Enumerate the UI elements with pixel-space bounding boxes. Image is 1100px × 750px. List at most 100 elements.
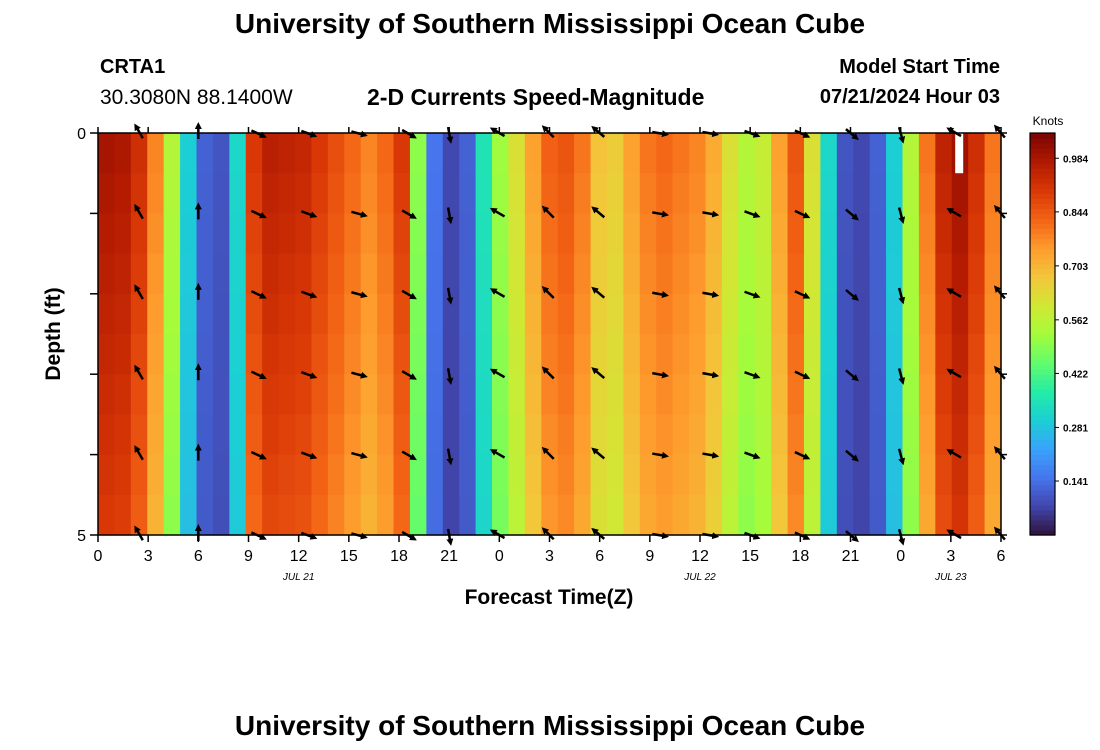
heatmap-cell xyxy=(803,334,821,375)
colorbar-segment xyxy=(1030,173,1055,179)
heatmap-cell xyxy=(475,173,493,214)
heatmap-cell xyxy=(935,253,953,295)
heatmap-cell xyxy=(968,494,986,536)
colorbar-segment xyxy=(1030,268,1055,275)
heatmap-cell xyxy=(262,374,280,415)
heatmap-cell xyxy=(442,374,460,415)
current-vector-arrow xyxy=(744,451,761,460)
heatmap-cell xyxy=(968,374,986,415)
heatmap-cell xyxy=(705,334,723,375)
current-vector-arrow xyxy=(250,209,267,219)
heatmap-cell xyxy=(212,213,230,255)
heatmap-cell xyxy=(656,494,674,536)
heatmap-cell xyxy=(902,334,920,375)
heatmap-cell xyxy=(984,133,1002,174)
heatmap-cell xyxy=(689,494,707,536)
colorbar-segment xyxy=(1030,293,1055,300)
colorbar-segment xyxy=(1030,323,1055,330)
heatmap-cell xyxy=(672,253,690,295)
heatmap-cell xyxy=(836,213,854,255)
model-start-value: 07/21/2024 Hour 03 xyxy=(819,86,1000,108)
heatmap-cell xyxy=(163,494,181,536)
heatmap-cell xyxy=(853,293,871,335)
heatmap-cell xyxy=(803,173,821,214)
current-vector-arrow xyxy=(897,448,906,466)
colorbar-segment xyxy=(1030,223,1055,230)
heatmap-cell xyxy=(869,293,887,335)
current-vector-arrow xyxy=(250,450,267,460)
heatmap-cell xyxy=(459,213,477,255)
colorbar-segment xyxy=(1030,198,1055,204)
heatmap-cell xyxy=(475,253,493,295)
heatmap-cell xyxy=(245,173,263,214)
heatmap-cell xyxy=(557,454,575,496)
colorbar-segment xyxy=(1030,133,1055,139)
colorbar-segment xyxy=(1030,303,1055,310)
heatmap-cell xyxy=(524,494,542,536)
heatmap-cell xyxy=(163,414,181,456)
current-vector-arrow xyxy=(591,447,606,460)
heatmap-cell xyxy=(968,213,986,255)
heatmap-cell xyxy=(689,374,707,415)
heatmap-cell xyxy=(738,253,756,295)
heatmap-cell xyxy=(984,454,1002,496)
heatmap-cell xyxy=(130,213,148,255)
heatmap-cell xyxy=(295,454,313,496)
heatmap-cell xyxy=(935,494,953,536)
heatmap-cell xyxy=(344,293,362,335)
heatmap-cell xyxy=(278,253,296,295)
heatmap-cell xyxy=(574,213,592,255)
heatmap-cell xyxy=(409,253,427,295)
colorbar-frame xyxy=(1029,132,1056,536)
heatmap-cell xyxy=(803,133,821,174)
heatmap-cell xyxy=(968,334,986,375)
heatmap-cell xyxy=(377,494,395,536)
heatmap-cell xyxy=(212,334,230,375)
heatmap-cell xyxy=(803,454,821,496)
heatmap-cell xyxy=(886,334,904,375)
colorbar-segment xyxy=(1030,354,1055,360)
heatmap-cell xyxy=(229,293,247,335)
current-vector-arrow xyxy=(351,291,368,299)
heatmap-cell xyxy=(902,414,920,456)
heatmap-cell xyxy=(311,414,329,456)
colorbar-segment xyxy=(1030,479,1055,486)
heatmap-cell xyxy=(590,293,608,335)
heatmap-cell xyxy=(869,374,887,415)
heatmap-cell xyxy=(114,494,132,536)
current-vector-arrow xyxy=(134,364,144,381)
heatmap-cell xyxy=(590,213,608,255)
heatmap-cell xyxy=(377,374,395,415)
heatmap-cell xyxy=(639,173,657,214)
heatmap-cell xyxy=(606,454,624,496)
colorbar-title: Knots xyxy=(1033,114,1064,128)
masked-cell xyxy=(955,133,964,174)
heatmap-cell xyxy=(327,454,345,496)
current-vector-arrow xyxy=(300,451,318,460)
heatmap-cell xyxy=(311,293,329,335)
heatmap-cell xyxy=(114,213,132,255)
heatmap-cell xyxy=(721,454,739,496)
heatmap-cell xyxy=(360,374,378,415)
current-vector-arrow xyxy=(134,284,144,300)
heatmap-cell xyxy=(262,253,280,295)
heatmap-cell xyxy=(820,414,838,456)
heatmap-cell xyxy=(180,253,198,295)
x-tick-label: 0 xyxy=(896,548,905,565)
x-tick-label: 3 xyxy=(946,548,955,565)
colorbar-tick-label: 0.844 xyxy=(1063,208,1088,219)
heatmap-cell xyxy=(344,494,362,536)
heatmap-cell xyxy=(541,293,559,335)
heatmap-cell xyxy=(721,173,739,214)
current-vector-arrow xyxy=(489,368,506,379)
heatmap-cell xyxy=(836,334,854,375)
heatmap-cell xyxy=(968,253,986,295)
heatmap-cell xyxy=(623,213,641,255)
heatmap-cell xyxy=(853,173,871,214)
heatmap-cell xyxy=(508,133,526,174)
heatmap-cell xyxy=(180,173,198,214)
heatmap-cell xyxy=(918,133,936,174)
current-vector-arrow xyxy=(744,290,761,299)
colorbar: 0.141 0.281 0.422 0.562 0.703 0.844 0.984 xyxy=(1029,132,1088,536)
colorbar-segment xyxy=(1030,163,1055,169)
